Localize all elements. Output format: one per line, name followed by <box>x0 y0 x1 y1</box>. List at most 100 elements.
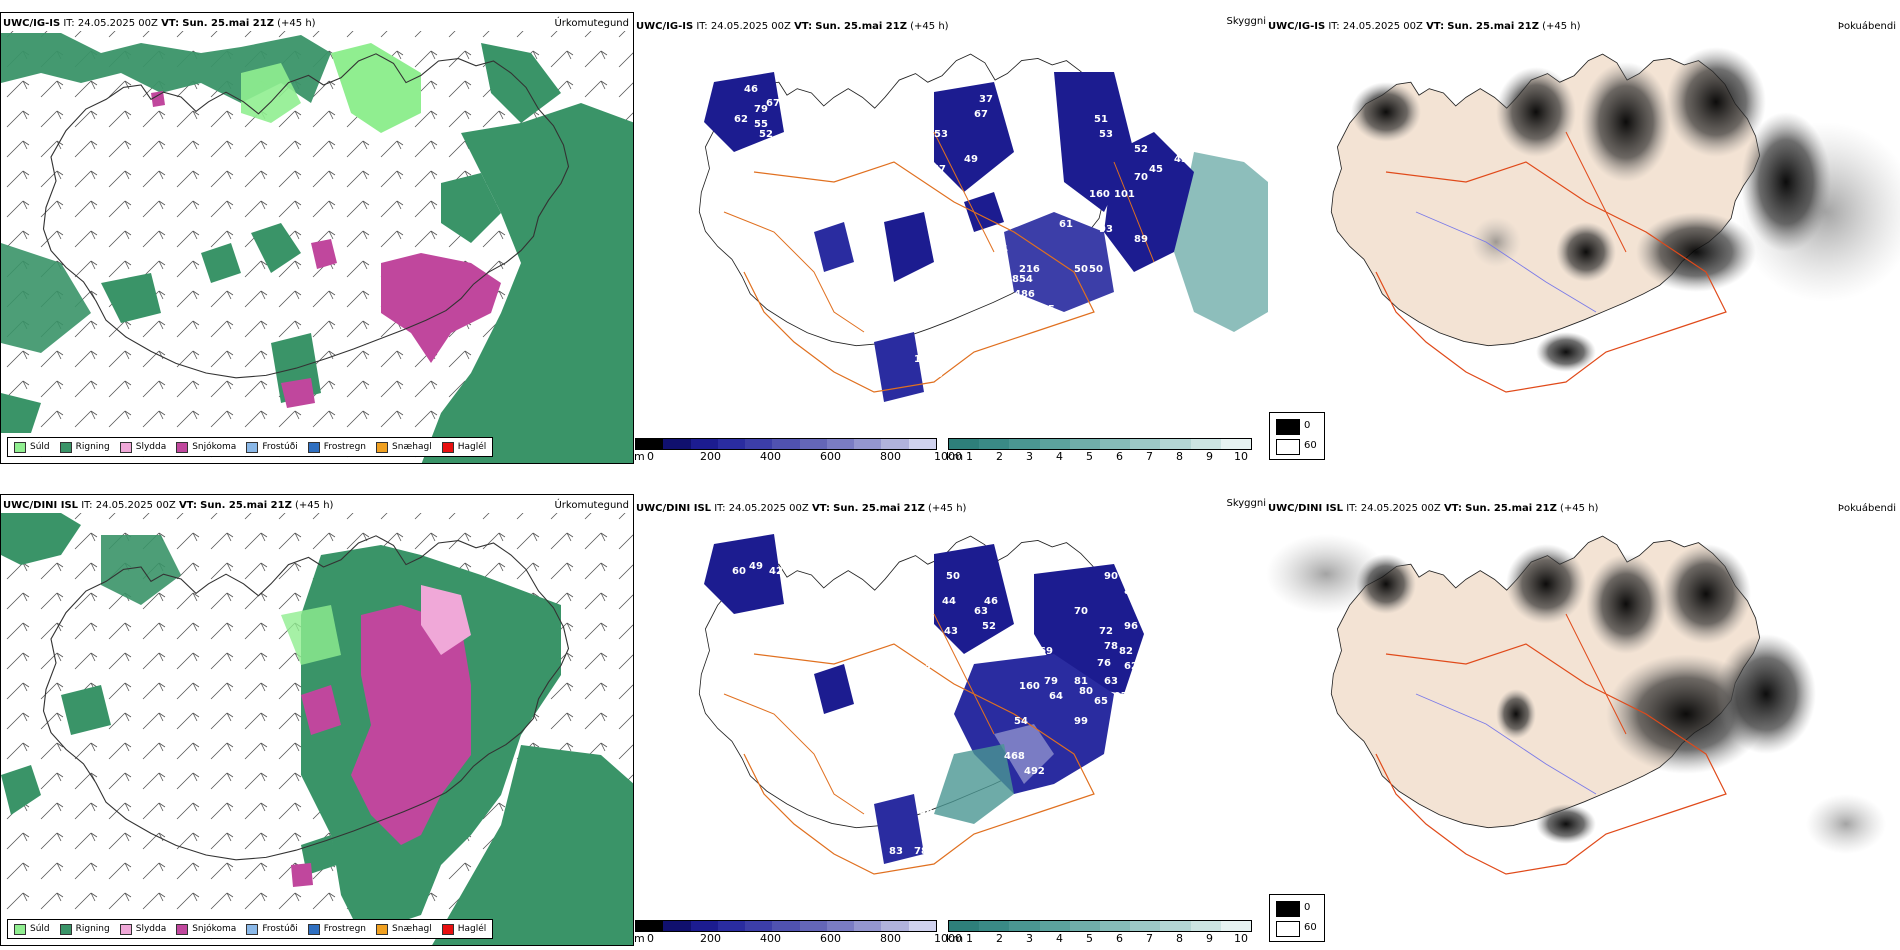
ceiling-value-label: 43 <box>944 626 958 637</box>
ceiling-value-label: 51 <box>1094 114 1108 125</box>
ceiling-value-label: 78 <box>1079 214 1093 225</box>
ceiling-value-label: 53 <box>1099 129 1113 140</box>
ceiling-value-label: 46 <box>984 596 998 607</box>
ceiling-colorbar-labels: m 0 200 400 600 800 1000 <box>634 932 962 945</box>
legend-item: Frostúði <box>246 441 298 453</box>
vt-value: Sun. 25.mai 21Z <box>815 21 907 32</box>
vt-label: VT: <box>1443 503 1462 514</box>
ceiling-value-label: 37 <box>979 94 993 105</box>
ceiling-value-label: 49 <box>749 561 763 572</box>
ceiling-value-label: 46 <box>744 84 758 95</box>
vt-value: Sun. 25.mai 21Z <box>182 18 274 29</box>
visibility-colorbar <box>948 920 1252 932</box>
ceiling-value-label: 52 <box>759 129 773 140</box>
ceiling-value-label: 62 <box>1114 284 1128 295</box>
legend-item: Frostregn <box>307 441 366 453</box>
it-label: IT: <box>63 18 75 29</box>
vt-label: VT: <box>811 503 830 514</box>
panel-title: UWC/IG-IS IT: 24.05.2025 00Z VT: Sun. 25… <box>3 18 316 29</box>
panel-title: UWC/DINI ISL IT: 24.05.2025 00Z VT: Sun.… <box>636 503 966 514</box>
fog-map <box>1330 47 1900 393</box>
legend-item: Súld <box>14 923 50 935</box>
ceiling-value-label: 56 <box>934 711 948 722</box>
vt-value: Sun. 25.mai 21Z <box>200 500 292 511</box>
panel-name: Skyggni <box>1226 498 1266 509</box>
vt-value: Sun. 25.mai 21Z <box>1465 503 1557 514</box>
ceiling-value-label: 160 <box>1089 189 1110 200</box>
legend-item: Snæhagl <box>376 441 432 453</box>
ceiling-value-label: 53 <box>934 129 948 140</box>
ceiling-value-label: 96 <box>1124 621 1138 632</box>
panel-name: Þokuábendi <box>1837 503 1896 514</box>
precip-panel-dini: UWC/DINI ISL IT: 24.05.2025 00Z VT: Sun.… <box>0 494 634 946</box>
precip-map <box>1 513 633 945</box>
vt-label: VT: <box>161 18 180 29</box>
ceiling-value-label: 51 <box>934 826 948 837</box>
precip-legend: Súld Rigning Slydda Snjókoma Frostúði Fr… <box>7 919 494 939</box>
ceiling-value-label: 36 <box>919 806 933 817</box>
ceiling-value-label: 854 <box>1012 274 1033 285</box>
cbar-swatch <box>636 439 664 449</box>
ceiling-value-label: 90 <box>1104 571 1118 582</box>
ceiling-value-label: 82 <box>1119 646 1133 657</box>
cbar-unit: m <box>634 450 645 463</box>
fog-legend: 0 60 <box>1269 412 1325 460</box>
ceiling-value-label: 90 <box>934 229 948 240</box>
ceiling-value-label: 44 <box>942 596 956 607</box>
ceiling-value-label: 39 <box>916 134 930 145</box>
ceiling-value-label: 54 <box>1014 716 1028 727</box>
vt-label: VT: <box>794 21 813 32</box>
ceiling-value-label: 81 <box>1074 676 1088 687</box>
ceiling-value-label: 64 <box>994 244 1008 255</box>
model-name: UWC/IG-IS <box>1268 21 1326 32</box>
vt-value: Sun. 25.mai 21Z <box>1447 21 1539 32</box>
ceiling-value-label: 83 <box>889 846 903 857</box>
panel-title: UWC/DINI ISL IT: 24.05.2025 00Z VT: Sun.… <box>3 500 333 511</box>
ceiling-value-label: 160 <box>1019 681 1040 692</box>
visibility-colorbar-labels: km 1 2 3 4 5 6 7 8 9 10 <box>946 932 1248 945</box>
ceiling-value-label: 58 <box>844 214 858 225</box>
ceiling-colorbar-labels: m 0 200 400 600 800 1000 <box>634 450 962 463</box>
ceiling-value-label: 78 <box>1104 641 1118 652</box>
ceiling-value-label: 70 <box>1134 172 1148 183</box>
ceiling-value-label: 43 <box>1174 154 1188 165</box>
precip-panel-ig: UWC/IG-IS IT: 24.05.2025 00Z VT: Sun. 25… <box>0 12 634 464</box>
it-value: 24.05.2025 00Z <box>1360 503 1441 514</box>
ceiling-value-label: 36 <box>919 112 933 123</box>
ceiling-value-label: 97 <box>1114 691 1128 702</box>
ceiling-value-label: 40 <box>1154 124 1168 135</box>
lead-time: (+45 h) <box>277 18 316 29</box>
it-value: 24.05.2025 00Z <box>1342 21 1423 32</box>
ceiling-value-label: 67 <box>974 109 988 120</box>
lead-time: (+45 h) <box>928 503 967 514</box>
panel-title: UWC/IG-IS IT: 24.05.2025 00Z VT: Sun. 25… <box>636 21 949 32</box>
lead-time: (+45 h) <box>1560 503 1599 514</box>
ceiling-value-label: 101 <box>1114 189 1135 200</box>
ceiling-value-label: 73 <box>914 721 928 732</box>
vt-value: Sun. 25.mai 21Z <box>833 503 925 514</box>
ceiling-value-label: 55 <box>754 119 768 130</box>
ceiling-value-label: 52 <box>982 621 996 632</box>
ceiling-value-label: 37 <box>1139 109 1153 120</box>
ceiling-value-label: 31 <box>939 751 953 762</box>
ceiling-value-label: 37 <box>904 99 918 110</box>
legend-item: Haglél <box>441 923 486 935</box>
it-label: IT: <box>714 503 726 514</box>
ceiling-value-label: 62 <box>1124 661 1138 672</box>
legend-item: Snjókoma <box>176 441 236 453</box>
lead-time: (+45 h) <box>910 21 949 32</box>
panel-title: UWC/DINI ISL IT: 24.05.2025 00Z VT: Sun.… <box>1268 503 1598 514</box>
legend-item: Slydda <box>119 923 166 935</box>
ceiling-value-label: 37 <box>924 661 938 672</box>
fog-legend: 0 60 <box>1269 894 1325 942</box>
ceiling-value-label: 70 <box>1074 606 1088 617</box>
ceiling-value-label: 50 <box>946 571 960 582</box>
it-label: IT: <box>1328 21 1340 32</box>
ceiling-value-label: 67 <box>766 98 780 109</box>
ceiling-value-label: 53 <box>1054 194 1068 205</box>
it-label: IT: <box>696 21 708 32</box>
ceiling-value-label: 216 <box>1019 264 1040 275</box>
ceiling-colorbar <box>635 920 937 932</box>
fog-panel-ig: UWC/IG-IS IT: 24.05.2025 00Z VT: Sun. 25… <box>1266 12 1900 464</box>
